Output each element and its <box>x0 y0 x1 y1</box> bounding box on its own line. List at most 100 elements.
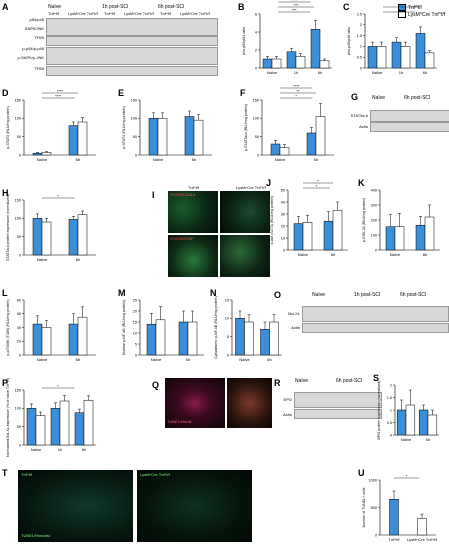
significance-label: * <box>406 474 408 479</box>
y-tick-label: 25 <box>133 298 137 302</box>
y-tick-label: 150 <box>15 388 21 392</box>
significance-label: *** <box>294 3 299 8</box>
x-tick-label: 6h <box>318 70 322 75</box>
blot-o-group-naive: Naïve <box>312 292 326 298</box>
bar <box>68 323 79 356</box>
blot-g-row-actin: Actin <box>359 124 368 129</box>
bar <box>77 316 88 356</box>
legend-swatch-lysm <box>398 11 406 18</box>
y-tick-label: 1 <box>390 408 392 412</box>
y-tick-label: 0 <box>360 66 362 70</box>
y-tick-label: 0 <box>135 153 137 157</box>
image-i-cd11b-tnf: STAT5/CD11b <box>168 191 218 233</box>
image-t-lysm: LysM^Cre Tnf^f/f <box>137 470 252 542</box>
bar <box>415 225 426 251</box>
y-tick-label: 100 <box>15 117 21 121</box>
blot-g-group-6h: 6h post-SCI <box>404 95 431 101</box>
bar <box>427 414 438 436</box>
significance-label: ** <box>296 89 300 94</box>
y-tick-label: 100 <box>15 407 21 411</box>
x-tick-label: 6h <box>192 157 196 162</box>
bar <box>184 116 195 156</box>
y-tick-label: 150 <box>131 98 137 102</box>
y-tick-label: 60 <box>17 312 21 316</box>
y-tick-label: 0 <box>283 248 285 252</box>
y-tick-label: 50 <box>133 135 137 139</box>
bar <box>187 321 198 356</box>
blot-r-row-epo: EPO <box>283 397 292 402</box>
blot-g-actin <box>370 122 449 132</box>
bar <box>41 221 52 256</box>
x-tick-label: 6h <box>76 257 80 262</box>
bar <box>270 143 281 156</box>
stain-label: TUNEL/Hoechst <box>21 533 50 538</box>
panel-label-s: S <box>373 373 379 383</box>
bar <box>302 222 313 251</box>
x-tick-label: 6h <box>423 252 427 257</box>
x-tick-label: 1h <box>58 447 62 452</box>
y-axis-label: p-STAT5a,b (RLU/mg protein) <box>244 104 248 151</box>
bar <box>193 119 204 156</box>
y-tick-label: 0 <box>135 353 137 357</box>
bar <box>332 210 343 251</box>
bar <box>389 499 399 536</box>
bar <box>41 327 52 356</box>
panel-label-l: L <box>2 288 8 298</box>
bar <box>286 51 297 69</box>
bar <box>235 318 245 356</box>
image-q-zoom <box>227 378 272 428</box>
x-tick-label: 1h <box>294 70 298 75</box>
x-tick-label: Naïve <box>37 257 48 262</box>
image-t-col-label: Tnf^f/f <box>21 472 32 477</box>
lane-lysm: LysM^Cre Tnf^f/f <box>68 11 98 16</box>
bar <box>269 321 279 356</box>
x-tick-label: Naïve <box>390 252 401 257</box>
row-label: p54/p46 <box>29 17 44 22</box>
x-tick-label: Naïve <box>37 357 48 362</box>
x-tick-label: Naïve <box>239 357 250 362</box>
row-label: p-p54/p-p46 <box>22 46 44 51</box>
y-axis-label: p-p70S6K (T389) (RLU/mg protein) <box>6 299 10 355</box>
y-tick-label: 50 <box>281 188 285 192</box>
bar <box>260 329 270 356</box>
blot-r-row-actin: Actin <box>283 412 292 417</box>
y-tick-label: 150 <box>253 98 259 102</box>
image-q-overview: TUNEL/NeuN <box>165 378 225 428</box>
y-tick-label: 5 <box>227 335 229 339</box>
panel-label-o: O <box>274 290 282 300</box>
legend-item-lysm: LysM^Cre Tnf^f/f <box>398 11 445 18</box>
significance-label: * <box>57 384 59 389</box>
bar <box>293 223 304 251</box>
bar <box>178 321 189 356</box>
lane-tnf: Tnf^f/f <box>48 11 59 16</box>
lane-lysm: LysM^Cre Tnf^f/f <box>124 11 154 16</box>
bar <box>50 408 61 446</box>
y-tick-label: 20 <box>281 224 285 228</box>
panel-label-r: R <box>274 378 281 388</box>
legend: Tnf^f/f LysM^Cre Tnf^f/f <box>398 4 445 18</box>
panel-label-e: E <box>118 88 124 98</box>
y-tick-label: 0 <box>390 433 392 437</box>
y-tick-label: 0 <box>257 153 259 157</box>
bar <box>310 29 321 69</box>
significance-label: **** <box>398 3 405 8</box>
bar <box>148 118 159 156</box>
panel-label-u: U <box>358 468 365 478</box>
y-tick-label: 0 <box>227 353 229 357</box>
legend-label-lysm: LysM^Cre Tnf^f/f <box>408 11 446 18</box>
blot-a-group-6h: 6h post-SCI <box>158 4 185 10</box>
image-i-col-lysm: LysM^Cre Tnf^f/f <box>236 185 266 190</box>
y-tick-label: 1.5 <box>357 34 362 38</box>
y-axis-label: EPO protein expression (normalized) <box>377 381 381 440</box>
x-tick-label: 1h <box>399 70 403 75</box>
blot-r-epo <box>294 392 382 408</box>
significance-label: * <box>57 194 59 199</box>
y-tick-label: 0 <box>375 248 377 252</box>
blot-o-group-6h: 6h post-SCI <box>400 292 427 298</box>
x-tick-label: Naïve <box>37 157 48 162</box>
y-tick-label: 4 <box>255 30 257 34</box>
image-i-gfap-tnf: STAT5/GFAP <box>168 235 218 277</box>
panel-label-d: D <box>2 88 9 98</box>
blot-a-row-labels: p54/p46 SAPK/JNK TFIIB p-p54/p-p46 p-SAP… <box>6 18 44 76</box>
legend-swatch-tnf <box>398 4 406 11</box>
